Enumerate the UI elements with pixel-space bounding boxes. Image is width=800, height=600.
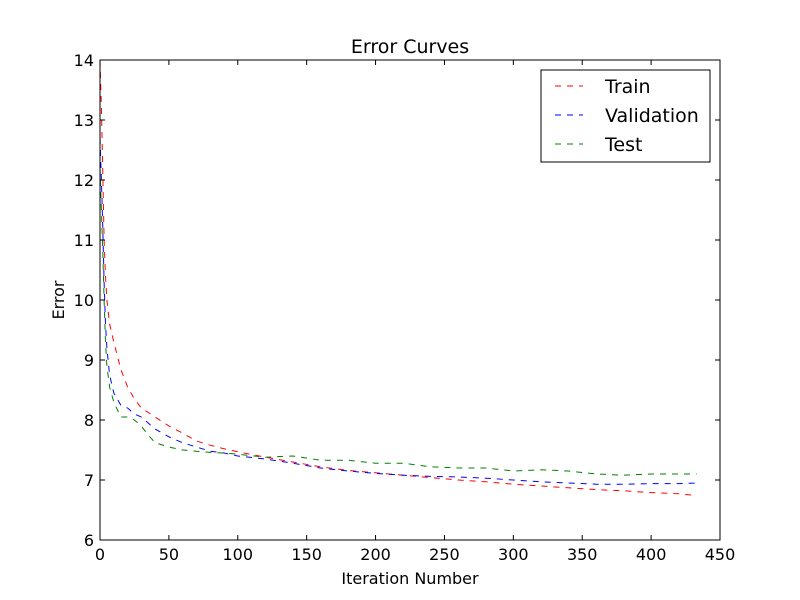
y-tick-label: 8: [84, 411, 94, 430]
y-axis: 6 7 8 9 10 11 12 13 14: [74, 51, 720, 550]
x-tick-label: 100: [223, 545, 254, 564]
series-line-validation: [99, 137, 697, 485]
y-tick-label: 11: [74, 231, 94, 250]
x-tick-label: 250: [429, 545, 460, 564]
x-tick-label: 0: [95, 545, 105, 564]
x-tick-label: 300: [498, 545, 529, 564]
y-tick-label: 6: [84, 531, 94, 550]
legend-box: [540, 69, 711, 163]
chart-title: Error Curves: [351, 36, 469, 58]
y-tick-label: 7: [84, 471, 94, 490]
series-line-test: [99, 167, 697, 476]
y-tick-label: 14: [74, 51, 94, 70]
x-tick-label: 450: [705, 545, 736, 564]
y-tick-label: 9: [84, 351, 94, 370]
y-axis-label: Error: [49, 280, 68, 319]
y-tick-label: 12: [74, 171, 94, 190]
legend-label-test: Test: [604, 134, 642, 156]
x-axis: 0 50 100 150 200 250 300 350 400 450: [95, 60, 735, 564]
legend: Train Validation Test: [540, 69, 711, 163]
x-axis-label: Iteration Number: [341, 569, 479, 588]
x-tick-label: 50: [159, 545, 179, 564]
x-tick-label: 400: [636, 545, 667, 564]
plot-series: [99, 59, 697, 497]
x-tick-label: 350: [567, 545, 598, 564]
legend-label-validation: Validation: [605, 105, 699, 127]
x-tick-label: 150: [291, 545, 322, 564]
x-tick-label: 200: [360, 545, 391, 564]
legend-label-train: Train: [604, 76, 651, 98]
y-tick-label: 13: [74, 111, 94, 130]
y-tick-label: 10: [74, 291, 94, 310]
series-line-train: [99, 59, 697, 497]
